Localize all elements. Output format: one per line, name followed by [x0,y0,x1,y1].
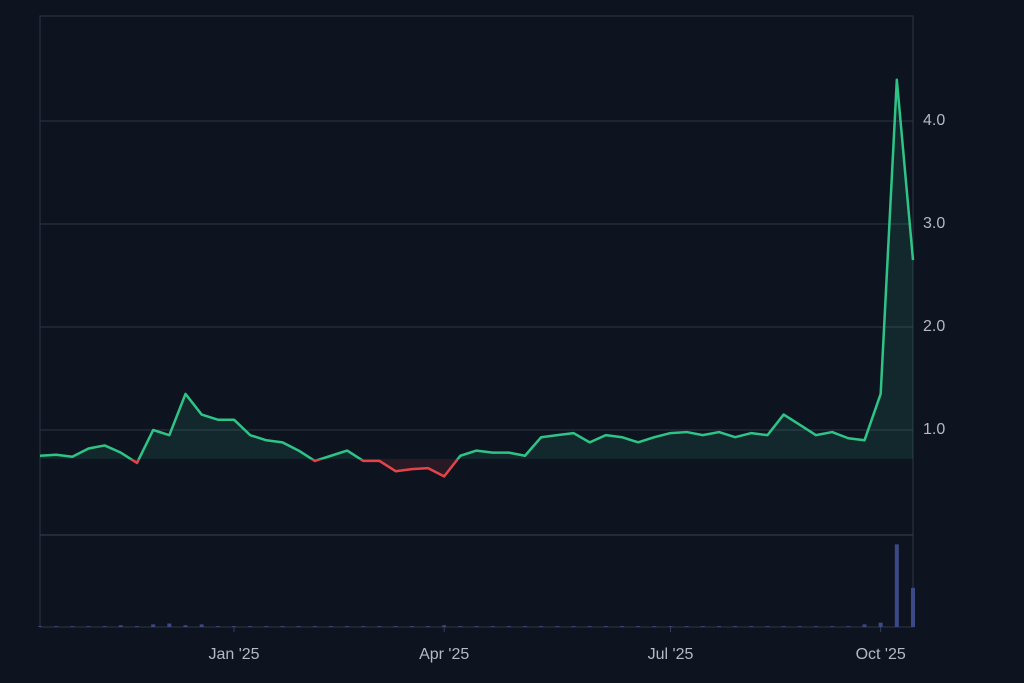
volume-bar [668,626,673,627]
y-tick-label: 2.0 [923,318,945,335]
volume-bar [781,626,786,627]
volume-bar [830,626,835,627]
x-tick-label: Jan '25 [208,646,259,663]
volume-bar [684,626,689,627]
baseline-area [40,79,913,477]
volume-bar [620,626,624,627]
volume-bar [393,626,398,627]
volume-bar [232,626,236,627]
volume-bar [118,625,123,627]
volume-bar [199,624,204,627]
x-tick-label: Jul '25 [648,646,694,663]
y-tick-label: 1.0 [923,421,945,438]
volume-bar [167,623,172,627]
volume-bar [862,624,867,627]
volume-bar [797,626,802,627]
volume-bar [878,622,883,627]
volume-bar [765,626,770,627]
volume-bar [135,626,139,627]
y-tick-label: 4.0 [923,112,945,129]
volume-bar [717,626,721,627]
volume-bar [361,626,366,627]
volume-bar [264,626,269,627]
volume-bar [911,587,915,627]
y-tick-label: 3.0 [923,215,945,232]
volume-bar [329,626,333,627]
volume-bar [894,544,899,627]
x-tick-label: Oct '25 [856,646,906,663]
volume-bar [280,626,285,627]
volume-bar [377,626,382,627]
volume-bar [345,626,350,627]
price-line [39,78,915,478]
volume-bar [733,626,738,627]
volume-bar [506,626,511,627]
volume-bar [442,625,447,627]
volume-bar [539,626,544,627]
volume-bar [409,626,414,627]
volume-bar [151,624,156,627]
volume-bar [86,626,91,627]
volume-bar [215,626,220,627]
volume-bar [102,626,107,627]
volume-bar [555,626,560,627]
volume-bar [426,626,430,627]
volume-bar [846,626,851,627]
volume-bar [54,626,59,627]
volume-bar [490,626,495,627]
volume-bar [38,626,42,627]
volume-bar [296,626,301,627]
volume-bar [458,626,463,627]
volume-bar [248,626,253,627]
volume-bar [571,626,576,627]
volume-bar [183,625,188,627]
volume-bar [603,626,608,627]
volume-bar [587,626,592,627]
volume-bar [523,626,527,627]
volume-bar [70,626,75,627]
volume-bar [749,626,754,627]
volume-bar [814,626,818,627]
volume-bar [474,626,479,627]
volume-bar [700,626,705,627]
volume-bar [312,626,317,627]
volume-bar [652,626,657,627]
volume-bar [636,626,641,627]
x-tick-label: Apr '25 [419,646,469,663]
